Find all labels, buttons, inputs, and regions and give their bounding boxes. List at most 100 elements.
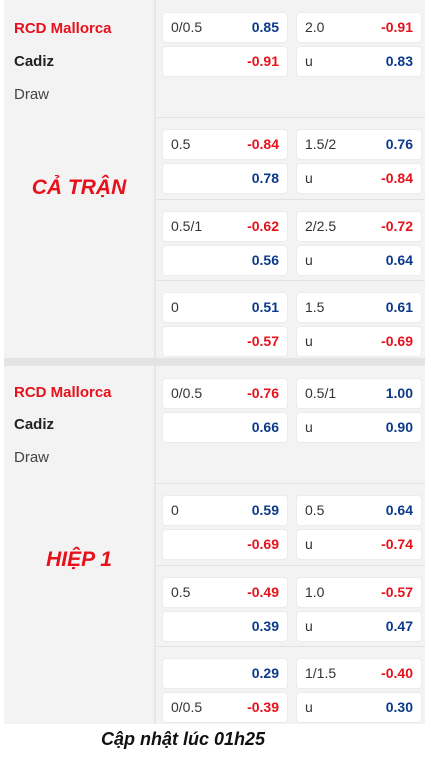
odds-value[interactable]: 0.64 <box>385 252 413 268</box>
total-line: 1.5 <box>305 299 325 315</box>
total-odds-cell[interactable]: u 0.83 <box>297 47 421 76</box>
section-divider <box>4 358 425 366</box>
away-team-name[interactable]: Cadiz <box>14 416 55 433</box>
odds-value[interactable]: -0.57 <box>247 333 279 349</box>
odds-value[interactable]: 0.85 <box>251 19 279 35</box>
period-label: CẢ TRẬN <box>31 176 127 199</box>
handicap-odds-cell[interactable]: 0.5/1 -0.62 <box>163 212 287 241</box>
handicap-odds-cell[interactable]: 0.5 -0.49 <box>163 578 287 607</box>
odds-value[interactable]: 0.56 <box>251 252 279 268</box>
total-odds-cell[interactable]: 1/1.5 -0.40 <box>297 659 421 688</box>
total-odds-cell[interactable]: u -0.74 <box>297 530 421 559</box>
odds-value[interactable]: 0.59 <box>251 502 279 518</box>
handicap-line: 0/0.5 <box>171 385 203 401</box>
odds-value[interactable]: -0.76 <box>247 385 279 401</box>
total-odds-cell[interactable]: u 0.64 <box>297 246 421 275</box>
total-odds-cell[interactable]: 2/2.5 -0.72 <box>297 212 421 241</box>
odds-value[interactable]: 0.47 <box>385 618 413 634</box>
block-divider <box>156 646 425 647</box>
odds-value[interactable]: -0.40 <box>381 665 413 681</box>
handicap-odds-cell[interactable]: 0/0.5 -0.76 <box>163 379 287 408</box>
total-odds-cell[interactable]: u 0.30 <box>297 693 421 722</box>
total-odds-cell[interactable]: 2.0 -0.91 <box>297 13 421 42</box>
section-full-match: RCD Mallorca Cadiz Draw CẢ TRẬN 0/0.5 0.8… <box>4 0 425 358</box>
odds-value[interactable]: -0.69 <box>381 333 413 349</box>
odds-value[interactable]: 0.78 <box>251 170 279 186</box>
odds-value[interactable]: 0.66 <box>251 419 279 435</box>
block-divider <box>156 117 425 118</box>
odds-value[interactable]: 0.30 <box>385 699 413 715</box>
odds-value[interactable]: -0.84 <box>247 136 279 152</box>
total-line: u <box>305 333 313 349</box>
odds-value[interactable]: -0.72 <box>381 218 413 234</box>
odds-value[interactable]: 0.76 <box>385 136 413 152</box>
odds-value[interactable]: 0.39 <box>251 618 279 634</box>
total-line: u <box>305 252 313 268</box>
odds-value[interactable]: -0.57 <box>381 584 413 600</box>
handicap-odds-cell[interactable]: 0/0.5 -0.39 <box>163 693 287 722</box>
total-line: 2.0 <box>305 19 325 35</box>
odds-value[interactable]: 0.29 <box>251 665 279 681</box>
odds-value[interactable]: 0.90 <box>385 419 413 435</box>
block-divider <box>156 199 425 200</box>
handicap-line: 0 <box>171 502 179 518</box>
handicap-line: 0.5/1 <box>171 218 203 234</box>
column-separator <box>154 366 156 724</box>
odds-value[interactable]: -0.74 <box>381 536 413 552</box>
draw-label: Draw <box>14 449 50 466</box>
odds-value[interactable]: -0.49 <box>247 584 279 600</box>
total-line: u <box>305 618 313 634</box>
home-team-name[interactable]: RCD Mallorca <box>14 384 112 401</box>
handicap-odds-cell[interactable]: 0/0.5 0.85 <box>163 13 287 42</box>
total-line: 1.0 <box>305 584 325 600</box>
handicap-odds-cell[interactable]: 0.78 <box>163 164 287 193</box>
odds-value[interactable]: 1.00 <box>385 385 413 401</box>
odds-value[interactable]: -0.84 <box>381 170 413 186</box>
period-label: HIỆP 1 <box>46 548 112 571</box>
total-line: u <box>305 419 313 435</box>
block-divider <box>156 483 425 484</box>
block-divider <box>156 565 425 566</box>
handicap-odds-cell[interactable]: 0.56 <box>163 246 287 275</box>
odds-value[interactable]: 0.51 <box>251 299 279 315</box>
total-line: u <box>305 170 313 186</box>
handicap-odds-cell[interactable]: 0.5 -0.84 <box>163 130 287 159</box>
odds-value[interactable]: -0.62 <box>247 218 279 234</box>
odds-value[interactable]: -0.69 <box>247 536 279 552</box>
total-odds-cell[interactable]: 0.5/1 1.00 <box>297 379 421 408</box>
total-odds-cell[interactable]: 1.5 0.61 <box>297 293 421 322</box>
total-odds-cell[interactable]: u -0.84 <box>297 164 421 193</box>
handicap-odds-cell[interactable]: 0 0.59 <box>163 496 287 525</box>
total-line: 1/1.5 <box>305 665 337 681</box>
handicap-odds-cell[interactable]: 0.29 <box>163 659 287 688</box>
home-team-name[interactable]: RCD Mallorca <box>14 20 112 37</box>
away-team-name[interactable]: Cadiz <box>14 53 55 70</box>
total-line: 0.5/1 <box>305 385 337 401</box>
handicap-line: 0/0.5 <box>171 19 203 35</box>
handicap-line: 0 <box>171 299 179 315</box>
odds-value[interactable]: 0.61 <box>385 299 413 315</box>
total-odds-cell[interactable]: 1.0 -0.57 <box>297 578 421 607</box>
total-odds-cell[interactable]: u 0.90 <box>297 413 421 442</box>
total-odds-cell[interactable]: u -0.69 <box>297 327 421 356</box>
total-odds-cell[interactable]: 1.5/2 0.76 <box>297 130 421 159</box>
total-odds-cell[interactable]: 0.5 0.64 <box>297 496 421 525</box>
odds-value[interactable]: -0.39 <box>247 699 279 715</box>
handicap-odds-cell[interactable]: 0 0.51 <box>163 293 287 322</box>
handicap-odds-cell[interactable]: 0.66 <box>163 413 287 442</box>
draw-label: Draw <box>14 86 50 103</box>
update-time-note: Cập nhật lúc 01h25 <box>100 729 266 749</box>
odds-value[interactable]: -0.91 <box>381 19 413 35</box>
odds-value[interactable]: 0.83 <box>385 53 413 69</box>
odds-value[interactable]: -0.91 <box>247 53 279 69</box>
handicap-odds-cell[interactable]: -0.69 <box>163 530 287 559</box>
handicap-odds-cell[interactable]: -0.57 <box>163 327 287 356</box>
handicap-odds-cell[interactable]: -0.91 <box>163 47 287 76</box>
handicap-odds-cell[interactable]: 0.39 <box>163 612 287 641</box>
column-separator <box>154 0 156 358</box>
odds-value[interactable]: 0.64 <box>385 502 413 518</box>
handicap-line: 0/0.5 <box>171 699 203 715</box>
block-divider <box>156 280 425 281</box>
total-line: u <box>305 53 313 69</box>
total-odds-cell[interactable]: u 0.47 <box>297 612 421 641</box>
